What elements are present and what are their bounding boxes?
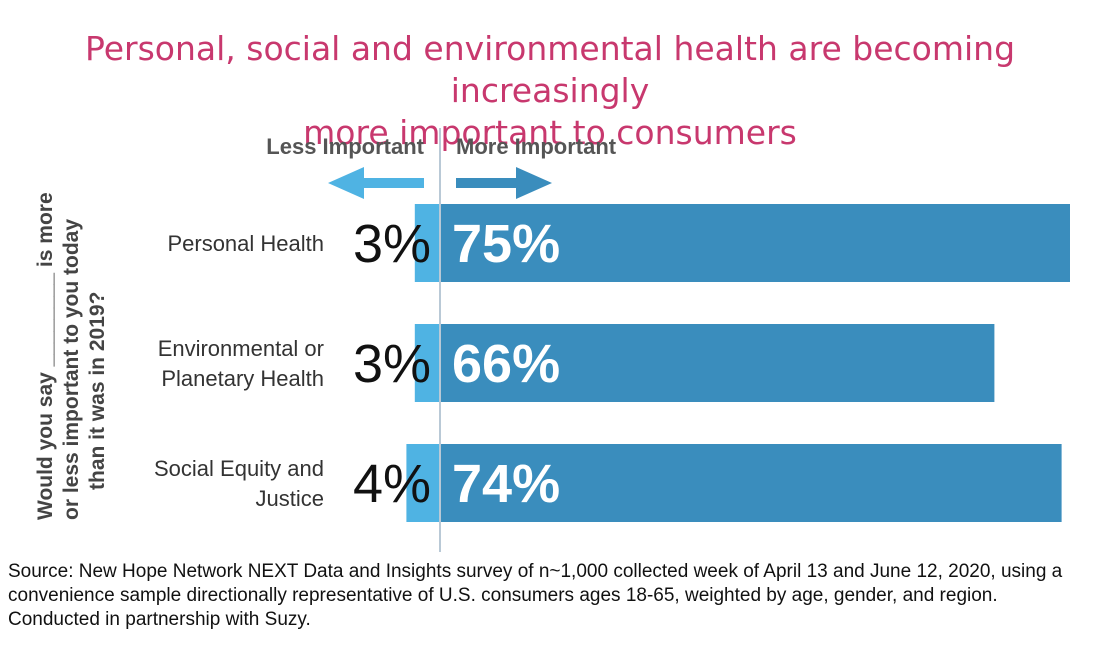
y-question-line-1-pre: Would you say [34,372,57,520]
chart-title-line-1: Personal, social and environmental healt… [84,29,1016,110]
label-less-important: 4% [353,454,431,514]
category-label: Justice [256,486,324,511]
source-note: Source: New Hope Network NEXT Data and I… [8,561,1063,630]
bar-less-important [414,324,440,402]
category-label: Planetary Health [161,366,324,391]
bar-more-important [440,204,1070,282]
category-label: Environmental or [158,336,324,361]
diverging-bar-chart: Less Important More Important Would you … [34,128,1070,552]
category-label: Social Equity and [154,456,324,481]
label-less-important: 3% [353,214,431,274]
label-more-important: 74% [452,454,560,514]
bar-less-important [406,444,440,522]
bar-less-important [414,204,440,282]
bar-more-important [440,324,995,402]
y-question-line-1-post: is more [34,192,57,267]
y-question-line-3: than it was in 2019? [86,292,109,490]
label-less-important: 3% [353,334,431,394]
bar-more-important [440,444,1062,522]
legend-less-important: Less Important [266,134,424,159]
label-more-important: 66% [452,334,560,394]
legend-more-important: More Important [456,134,617,159]
arrow-right-icon [456,167,552,199]
chart-title-line-2: more important to consumers [303,113,797,152]
category-label: Personal Health [167,231,324,256]
label-more-important: 75% [452,214,560,274]
bars-group: 3% 75% Personal Health 3% 66% Environmental o… [154,204,1070,522]
arrow-left-icon [328,167,424,199]
y-question-line-2: or less important to you today [60,219,83,520]
chart-title: Personal, social and environmental healt… [0,28,1100,154]
svg-text:Would you say ________ is mo: Would you say ________ is more [34,192,57,520]
y-axis-question: Would you say ________ is more or less i… [34,192,109,520]
